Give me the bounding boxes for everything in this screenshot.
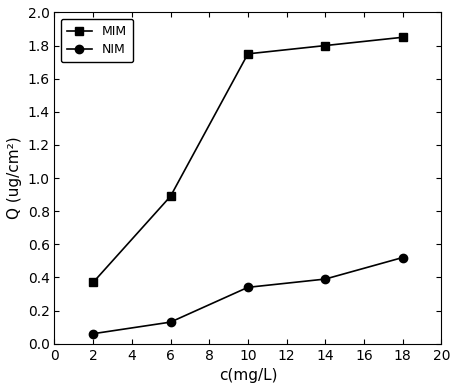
- MIM: [400, 35, 405, 40]
- MIM: [245, 51, 250, 56]
- Legend: MIM, NIM: MIM, NIM: [61, 19, 133, 62]
- MIM: [90, 280, 96, 285]
- NIM: [90, 332, 96, 336]
- NIM: [323, 277, 328, 282]
- X-axis label: c(mg/L): c(mg/L): [218, 368, 277, 383]
- NIM: [400, 255, 405, 260]
- NIM: [245, 285, 250, 290]
- NIM: [168, 320, 173, 324]
- Line: MIM: MIM: [89, 33, 407, 287]
- Line: NIM: NIM: [89, 254, 407, 338]
- MIM: [323, 43, 328, 48]
- Y-axis label: Q (ug/cm²): Q (ug/cm²): [7, 137, 22, 219]
- MIM: [168, 194, 173, 199]
